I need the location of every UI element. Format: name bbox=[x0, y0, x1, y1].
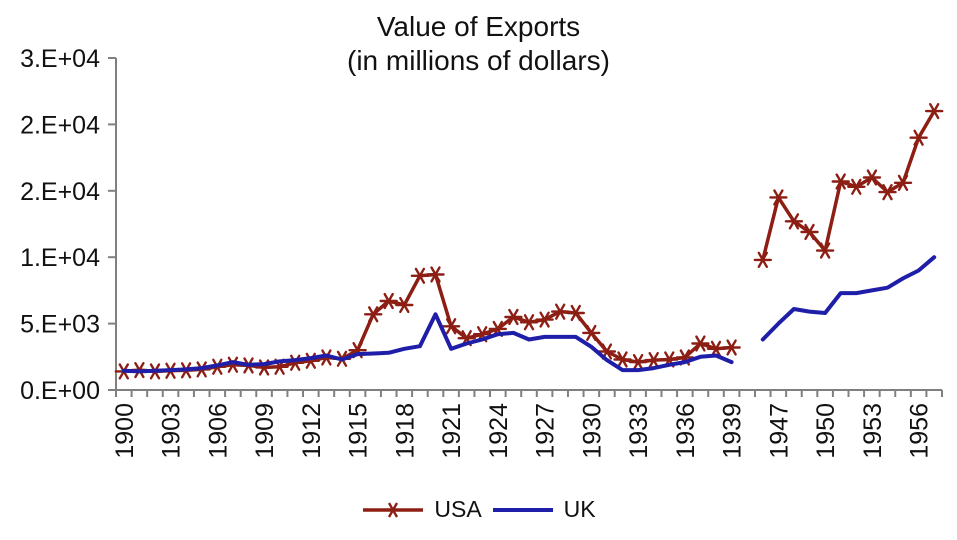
usa-data-marker bbox=[769, 189, 788, 206]
x-tick-label: 1915 bbox=[345, 403, 373, 459]
y-tick-label: 1.E+04 bbox=[20, 244, 100, 272]
usa-data-marker bbox=[519, 314, 539, 331]
usa-data-marker bbox=[426, 266, 445, 283]
usa-data-marker bbox=[800, 223, 819, 241]
usa-data-marker bbox=[364, 306, 383, 323]
x-tick-label: 1906 bbox=[204, 403, 232, 459]
chart-title-block: Value of Exports (in millions of dollars… bbox=[0, 10, 957, 78]
usa-data-marker bbox=[815, 242, 835, 259]
uk-legend-swatch bbox=[492, 507, 553, 512]
y-tick-label: 3.E+04 bbox=[20, 45, 100, 73]
usa-data-marker bbox=[722, 339, 741, 356]
y-tick-label: 2.E+04 bbox=[20, 111, 100, 139]
chart-title: Value of Exports bbox=[376, 11, 581, 42]
x-tick-label: 1953 bbox=[859, 403, 887, 459]
usa-data-marker bbox=[925, 102, 944, 120]
usa-data-marker bbox=[706, 340, 726, 357]
x-tick-label: 1921 bbox=[438, 403, 466, 459]
x-tick-label: 1933 bbox=[625, 403, 653, 459]
x-tick-label: 1927 bbox=[532, 403, 560, 459]
y-tick-label: 2.E+04 bbox=[20, 178, 100, 206]
x-tick-label: 1909 bbox=[251, 403, 279, 459]
legend-label-usa: USA bbox=[434, 496, 482, 522]
x-tick-label: 1900 bbox=[111, 403, 139, 459]
x-tick-label: 1947 bbox=[765, 403, 793, 459]
usa-data-marker bbox=[535, 311, 554, 328]
usa-data-marker bbox=[831, 173, 850, 190]
x-tick-label: 1930 bbox=[578, 403, 606, 459]
usa-data-marker bbox=[753, 251, 772, 268]
y-tick-label: 5.E+03 bbox=[20, 311, 100, 339]
usa-data-marker bbox=[504, 308, 523, 326]
usa-data-marker bbox=[582, 324, 601, 341]
usa-data-marker bbox=[691, 335, 710, 352]
usa-data-marker bbox=[878, 183, 897, 201]
usa-data-marker bbox=[644, 352, 663, 369]
chart-subtitle: (in millions of dollars) bbox=[347, 45, 610, 76]
legend-label-uk: UK bbox=[563, 496, 596, 522]
usa-data-marker bbox=[784, 213, 804, 230]
usa-data-marker bbox=[613, 351, 632, 368]
usa-data-marker bbox=[441, 318, 461, 335]
x-tick-label: 1918 bbox=[391, 403, 419, 459]
usa-data-marker bbox=[566, 304, 585, 322]
usa-data-marker bbox=[379, 292, 398, 310]
x-tick-label: 1956 bbox=[906, 403, 934, 459]
usa-data-marker bbox=[551, 303, 570, 320]
x-tick-label: 1903 bbox=[158, 403, 186, 459]
usa-data-marker bbox=[395, 296, 414, 314]
usa-asterisk-marker-icon bbox=[385, 501, 402, 518]
series-line-usa bbox=[761, 109, 936, 262]
y-tick-label: 0.E+00 bbox=[20, 377, 100, 405]
usa-data-marker bbox=[862, 169, 882, 186]
usa-data-marker bbox=[410, 267, 430, 284]
x-tick-label: 1912 bbox=[298, 403, 326, 459]
usa-legend-swatch bbox=[363, 501, 424, 518]
x-tick-label: 1936 bbox=[672, 403, 700, 459]
usa-data-marker bbox=[847, 178, 866, 195]
x-tick-label: 1939 bbox=[719, 403, 747, 459]
x-tick-label: 1950 bbox=[812, 403, 840, 459]
usa-data-marker bbox=[909, 129, 928, 146]
chart-legend: USA UK bbox=[0, 496, 957, 523]
usa-data-marker bbox=[893, 174, 913, 192]
series-line-uk bbox=[121, 312, 734, 374]
series-line-uk bbox=[760, 255, 937, 342]
usa-data-marker bbox=[628, 354, 648, 371]
x-tick-label: 1924 bbox=[485, 403, 513, 459]
